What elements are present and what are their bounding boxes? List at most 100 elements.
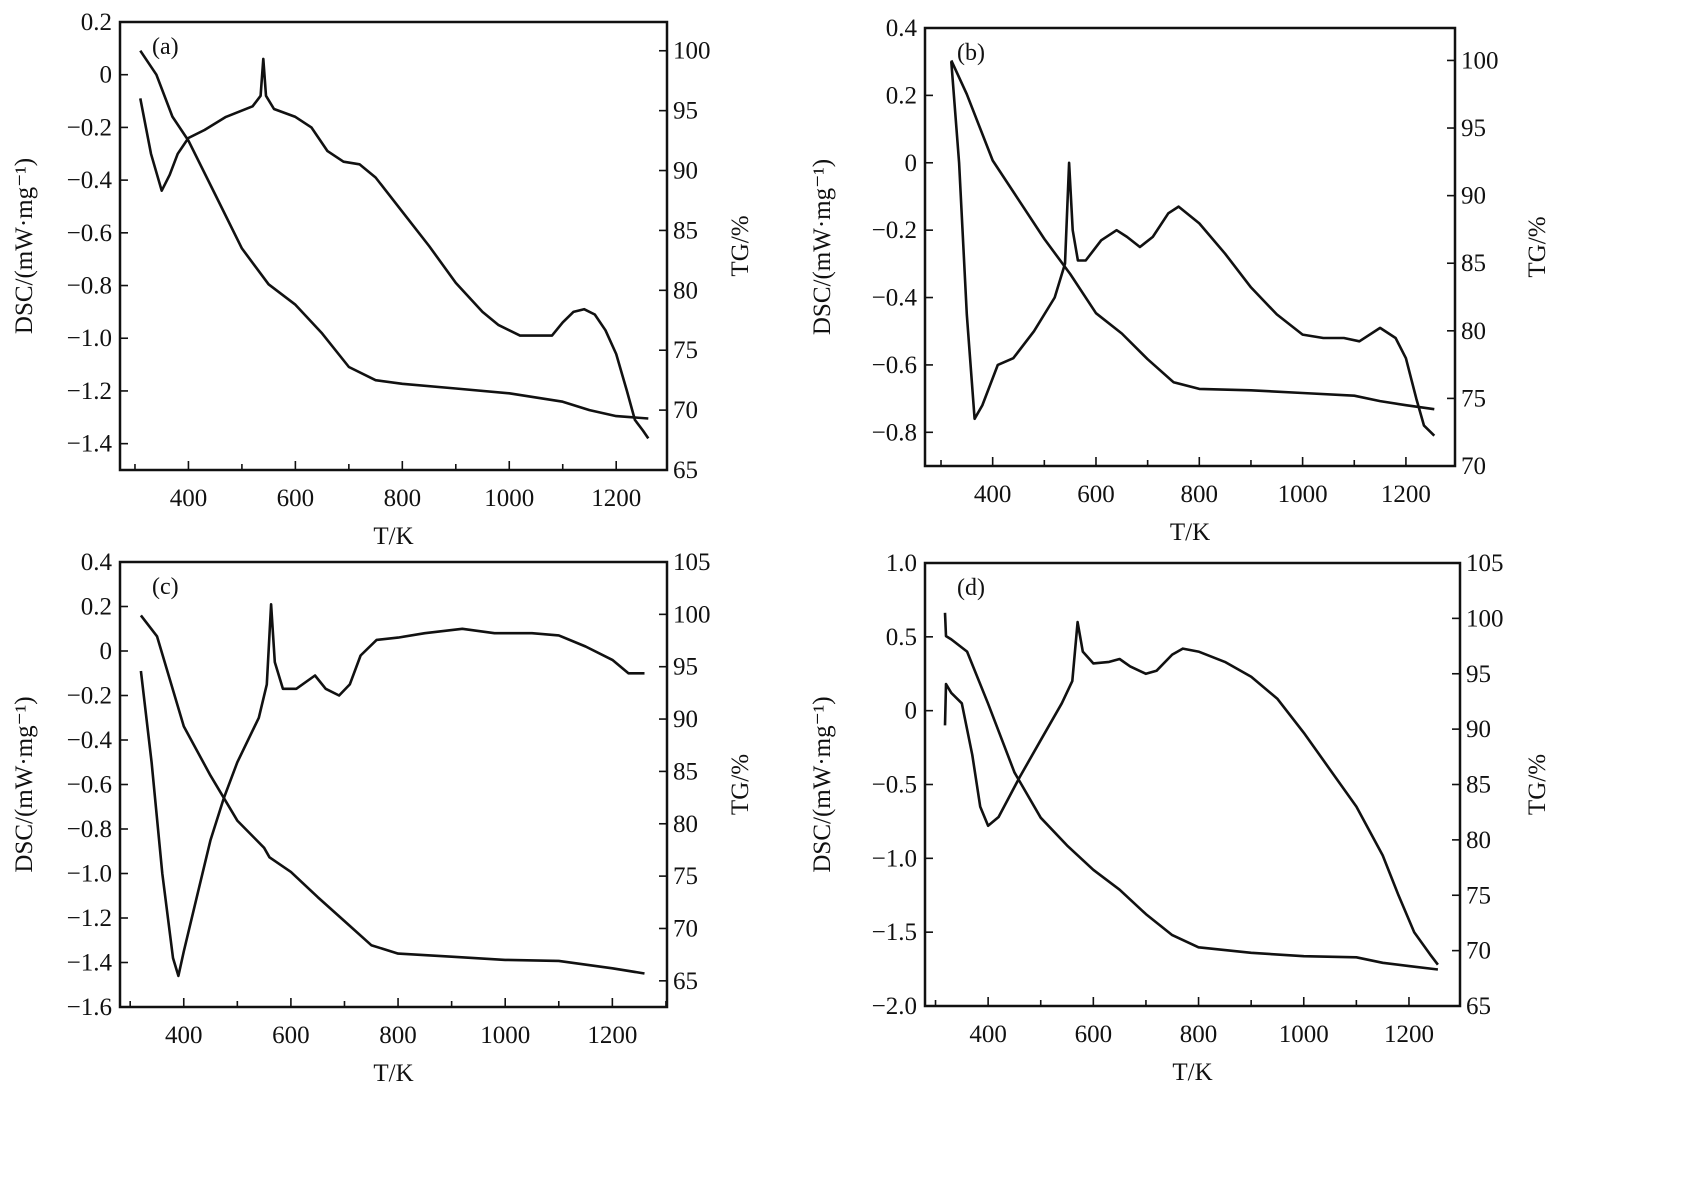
y-right-tick-label: 105 xyxy=(673,549,711,576)
y-left-tick-label: −0.8 xyxy=(67,273,112,300)
y-right-tick-label: 75 xyxy=(673,863,698,890)
y-right-tick-label: 80 xyxy=(1466,827,1491,854)
plot-frame xyxy=(118,560,669,1009)
y-left-tick-label: 0.5 xyxy=(886,624,917,651)
x-tick-label: 800 xyxy=(1180,1021,1218,1048)
y-right-tick-label: 95 xyxy=(673,654,698,681)
y-left-tick-label: −1.4 xyxy=(67,431,113,458)
y-right-axis-title: TG/% xyxy=(1524,754,1551,815)
y-right-tick-label: 90 xyxy=(673,706,698,733)
x-tick-label: 600 xyxy=(1077,481,1115,508)
y-left-tick-label: −0.8 xyxy=(67,816,112,843)
dsc-curve xyxy=(139,57,650,440)
x-tick-label: 1000 xyxy=(1278,481,1328,508)
dsc-curve xyxy=(943,620,1439,966)
x-tick-label: 600 xyxy=(272,1022,310,1049)
x-tick-label: 1200 xyxy=(1384,1021,1434,1048)
x-tick-label: 1000 xyxy=(484,485,534,512)
y-left-tick-label: −0.6 xyxy=(67,220,112,247)
y-left-tick-label: −0.2 xyxy=(67,683,112,710)
y-left-tick-label: −0.4 xyxy=(67,167,113,194)
panel-label: (d) xyxy=(957,575,985,601)
y-left-tick-label: 0.4 xyxy=(81,549,113,576)
y-left-tick-label: 0 xyxy=(100,638,113,665)
y-left-tick-label: −1.2 xyxy=(67,905,112,932)
y-right-tick-label: 80 xyxy=(673,277,698,304)
x-tick-label: 1200 xyxy=(1381,481,1431,508)
panel-b: 400 600 800 1000 1200 0.4 0.2 0 −0.2 −0.4 −0.6 −0.8… xyxy=(809,15,1551,546)
y-left-tick-label: 0 xyxy=(905,698,918,725)
y-right-tick-label: 95 xyxy=(1461,115,1486,142)
y-right-tick-label: 90 xyxy=(1466,716,1491,743)
y-left-axis-title: DSC/(mW·mg⁻¹) xyxy=(11,158,38,334)
panel-label: (b) xyxy=(957,40,985,66)
y-right-axis-title: TG/% xyxy=(1524,216,1551,277)
x-axis-title: T/K xyxy=(373,523,413,550)
y-right-tick-label: 75 xyxy=(673,337,698,364)
y-right-tick-label: 85 xyxy=(673,217,698,244)
plot-frame xyxy=(923,561,1462,1008)
x-tick-label: 400 xyxy=(969,1021,1007,1048)
y-left-tick-label: −1.4 xyxy=(67,950,113,977)
x-tick-label: 800 xyxy=(379,1022,417,1049)
y-left-tick-label: −0.5 xyxy=(872,772,917,799)
tg-curve xyxy=(943,612,1439,971)
panel-label: (a) xyxy=(152,34,179,60)
y-right-tick-label: 70 xyxy=(673,397,698,424)
y-left-tick-label: 0.4 xyxy=(886,15,918,42)
x-tick-label: 1000 xyxy=(480,1022,530,1049)
y-right-tick-label: 85 xyxy=(1466,772,1491,799)
y-left-tick-label: −0.8 xyxy=(872,419,917,446)
plot-frame xyxy=(923,26,1457,468)
panel-label: (c) xyxy=(152,574,179,600)
y-right-axis-title: TG/% xyxy=(727,215,754,276)
y-right-tick-label: 65 xyxy=(1466,993,1491,1020)
y-left-axis-title: DSC/(mW·mg⁻¹) xyxy=(809,159,836,335)
y-left-tick-label: 0 xyxy=(905,150,918,177)
panel-a: 400 600 800 1000 1200 0.2 0 −0.2 −0.4 −0.6 −0.8 −1.… xyxy=(11,9,754,550)
panel-d: 400 600 800 1000 1200 1.0 0.5 0 −0.5 −1.0 −1.5 −2.0… xyxy=(809,550,1551,1086)
y-right-tick-label: 105 xyxy=(1466,550,1504,577)
y-left-tick-label: −2.0 xyxy=(872,993,917,1020)
y-left-tick-label: −1.0 xyxy=(872,845,917,872)
y-left-tick-label: −1.0 xyxy=(67,861,112,888)
x-tick-label: 800 xyxy=(384,485,422,512)
x-tick-label: 800 xyxy=(1181,481,1219,508)
y-left-tick-label: −1.6 xyxy=(67,994,112,1021)
x-axis-title: T/K xyxy=(1172,1059,1212,1086)
y-right-tick-label: 70 xyxy=(1461,453,1486,480)
y-left-tick-label: 0.2 xyxy=(81,9,112,36)
y-left-tick-label: −0.4 xyxy=(67,727,113,754)
y-right-tick-label: 85 xyxy=(1461,250,1486,277)
y-left-tick-label: 0.2 xyxy=(886,82,917,109)
x-tick-label: 600 xyxy=(1075,1021,1113,1048)
tg-curve xyxy=(950,59,1435,411)
y-left-tick-label: −0.6 xyxy=(872,352,917,379)
y-left-tick-label: −1.2 xyxy=(67,378,112,405)
y-left-axis-title: DSC/(mW·mg⁻¹) xyxy=(809,696,836,872)
y-right-tick-label: 65 xyxy=(673,968,698,995)
y-left-tick-label: −0.6 xyxy=(67,772,112,799)
x-tick-label: 400 xyxy=(170,485,208,512)
y-right-tick-label: 75 xyxy=(1461,385,1486,412)
y-right-tick-label: 95 xyxy=(673,98,698,125)
y-right-tick-label: 75 xyxy=(1466,882,1491,909)
y-right-tick-label: 70 xyxy=(1466,938,1491,965)
x-tick-label: 1200 xyxy=(591,485,641,512)
y-right-tick-label: 85 xyxy=(673,758,698,785)
y-left-tick-label: 0 xyxy=(100,62,113,89)
y-right-tick-label: 80 xyxy=(673,811,698,838)
y-right-tick-label: 80 xyxy=(1461,318,1486,345)
y-left-tick-label: 0.2 xyxy=(81,594,112,621)
x-tick-label: 600 xyxy=(277,485,315,512)
x-tick-label: 400 xyxy=(974,481,1012,508)
y-left-axis-title: DSC/(mW·mg⁻¹) xyxy=(11,696,38,872)
y-right-tick-label: 100 xyxy=(673,601,711,628)
y-right-axis-title: TG/% xyxy=(727,754,754,815)
plot-frame xyxy=(118,20,669,472)
x-axis-title: T/K xyxy=(373,1060,413,1087)
y-left-tick-label: −0.2 xyxy=(67,114,112,141)
y-left-tick-label: −0.4 xyxy=(872,285,918,312)
y-right-tick-label: 100 xyxy=(1461,47,1499,74)
